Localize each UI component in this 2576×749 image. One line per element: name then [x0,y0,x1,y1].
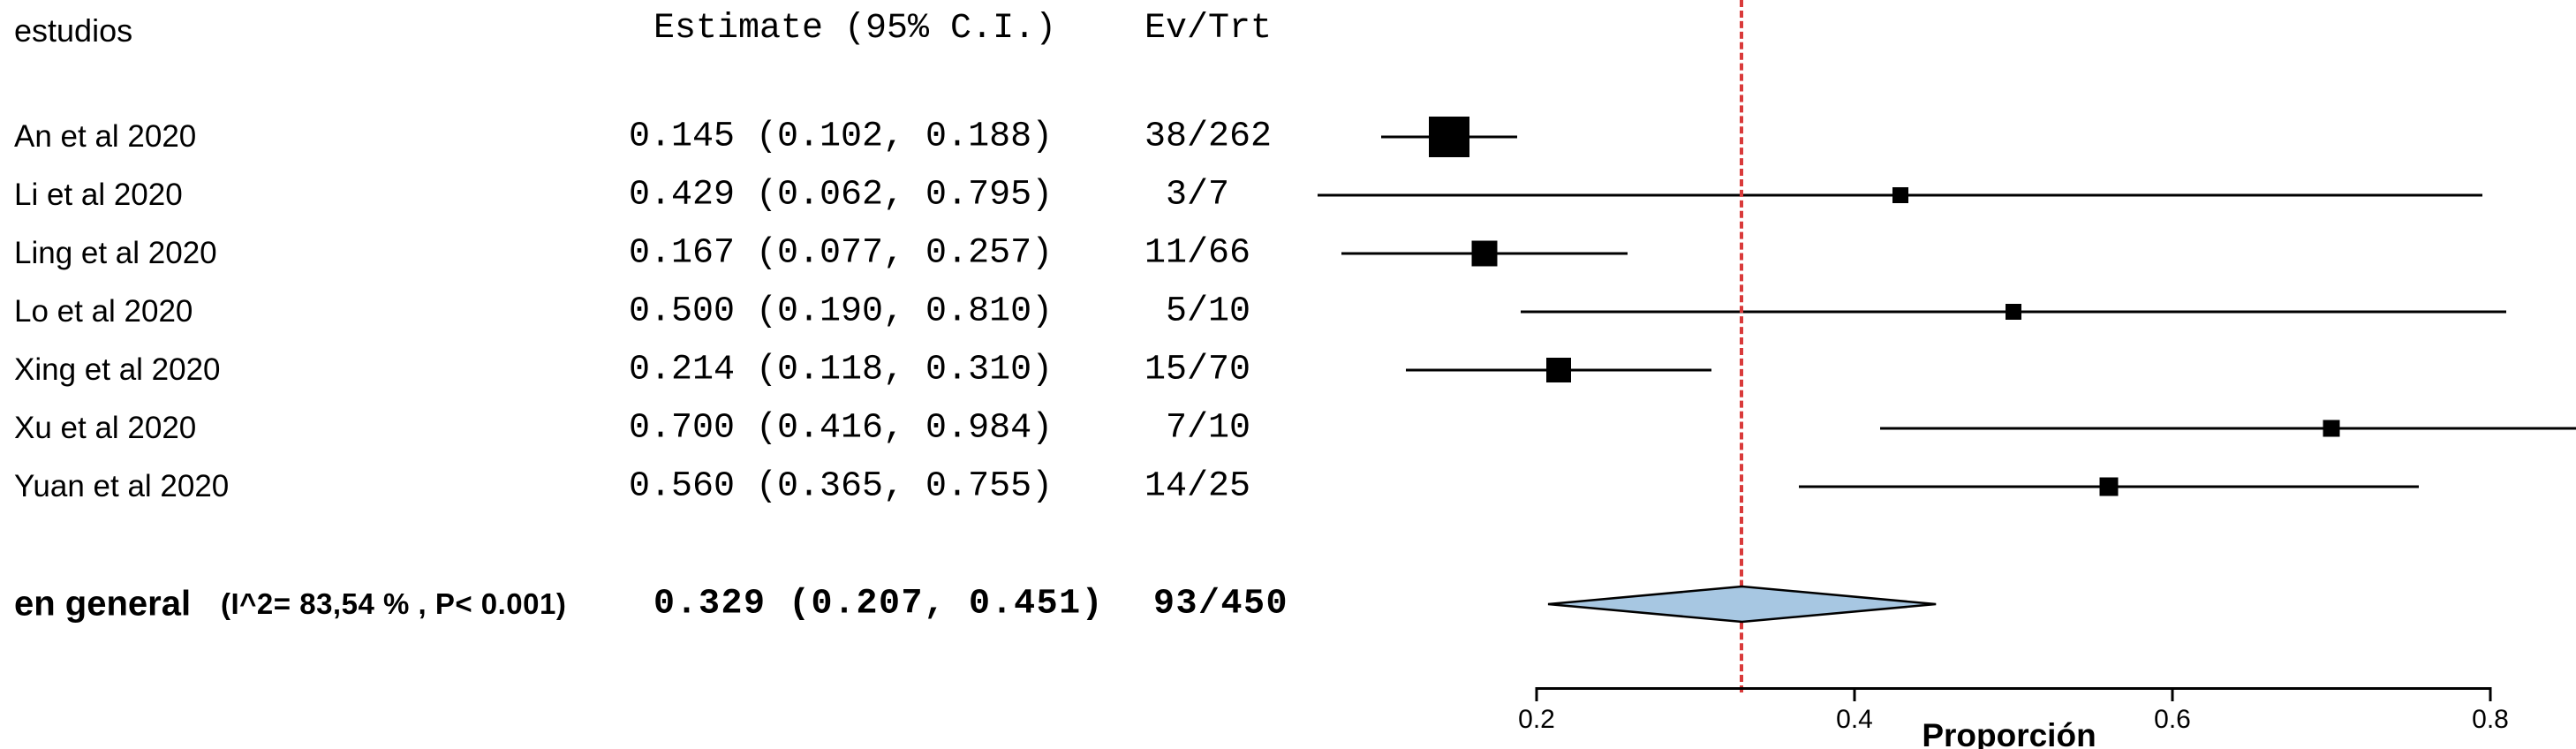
estimate-marker-icon [1546,358,1572,382]
study-estimate-text: 0.429 (0.062, 0.795) [629,175,1054,216]
x-axis-label: Proporción [1922,717,2096,749]
estimate-marker-icon [1429,117,1469,157]
column-header-estimate: Estimate (95% C.I.) [653,9,1057,49]
study-evtrt-text: 5/10 [1144,291,1251,332]
study-evtrt-text: 11/66 [1144,233,1251,274]
study-label: An et al 2020 [14,119,197,154]
x-axis-tick-label: 0.8 [2472,705,2509,734]
overall-diamond-icon [1547,585,1936,624]
study-label: Yuan et al 2020 [14,469,230,503]
study-estimate-text: 0.214 (0.118, 0.310) [629,350,1054,390]
estimate-marker-icon [1471,240,1498,267]
study-estimate-text: 0.167 (0.077, 0.257) [629,233,1054,274]
study-label: Xing et al 2020 [14,352,221,387]
x-axis-line [1537,687,2490,690]
x-axis-tick [1853,687,1856,701]
study-estimate-text: 0.560 (0.365, 0.755) [629,466,1054,507]
reference-line [1740,0,1744,692]
column-header-studies: estudios [14,12,133,49]
overall-diamond-shape [1547,585,1936,624]
column-header-evtrt: Ev/Trt [1144,9,1273,49]
study-label: Xu et al 2020 [14,411,197,445]
study-evtrt-text: 38/262 [1144,117,1273,157]
x-axis-tick-label: 0.6 [2154,705,2191,734]
study-evtrt-text: 7/10 [1144,408,1251,449]
overall-heterogeneity: (I^2= 83,54 % , P< 0.001) [221,587,567,620]
study-evtrt-text: 14/25 [1144,466,1251,507]
x-axis-tick-label: 0.2 [1518,705,1555,734]
study-estimate-text: 0.145 (0.102, 0.188) [629,117,1054,157]
overall-label: en general [14,584,192,624]
estimate-marker-icon [1892,187,1909,203]
overall-evtrt-text: 93/450 [1153,584,1289,624]
overall-estimate-text: 0.329 (0.207, 0.451) [653,584,1105,624]
study-label: Li et al 2020 [14,178,183,212]
study-estimate-text: 0.700 (0.416, 0.984) [629,408,1054,449]
estimate-marker-icon [2006,304,2021,320]
study-label: Ling et al 2020 [14,236,217,270]
ci-line [1879,427,2576,430]
study-evtrt-text: 15/70 [1144,350,1251,390]
study-estimate-text: 0.500 (0.190, 0.810) [629,291,1054,332]
x-axis-tick [2489,687,2492,701]
x-axis-tick-label: 0.4 [1836,705,1873,734]
x-axis-tick [1535,687,1538,701]
estimate-marker-icon [2323,420,2340,437]
study-evtrt-text: 3/7 [1144,175,1230,216]
x-axis-tick [2171,687,2174,701]
estimate-marker-icon [2099,477,2119,496]
study-label: Lo et al 2020 [14,294,193,329]
